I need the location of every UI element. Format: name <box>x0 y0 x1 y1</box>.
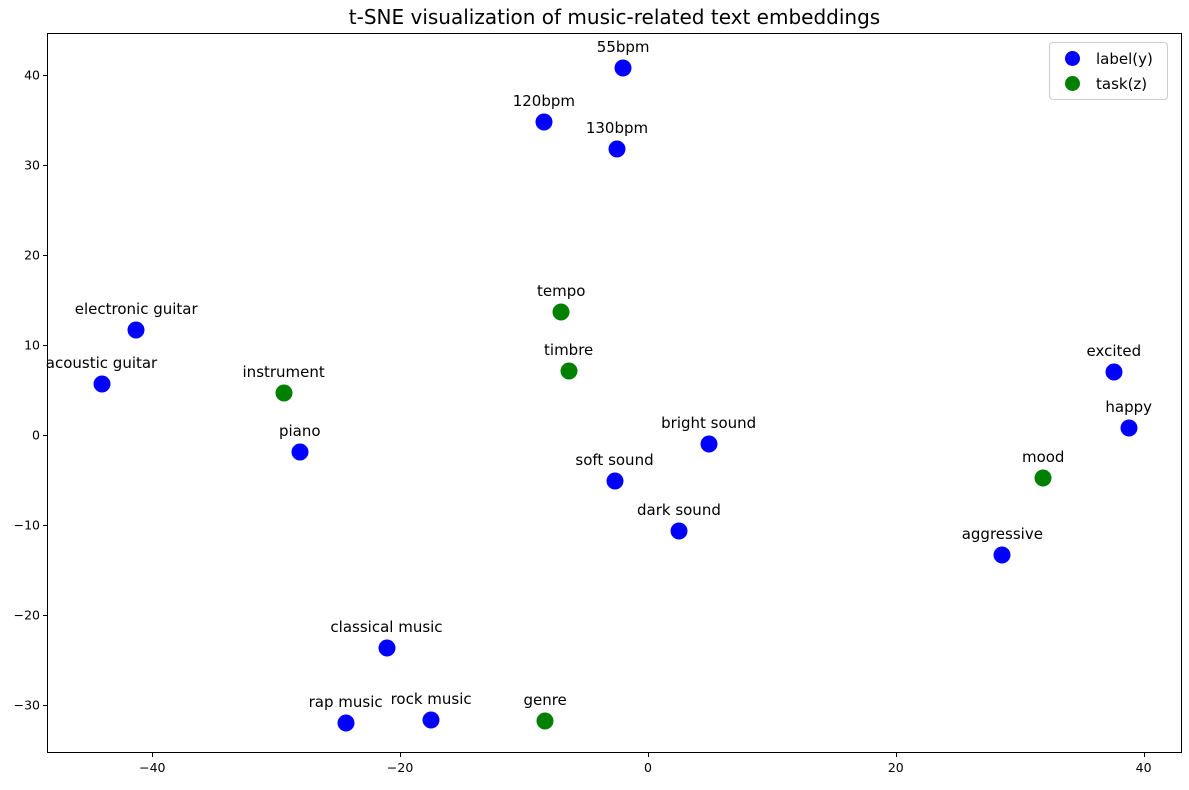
y-tick-mark <box>43 615 47 617</box>
x-tick-label: 20 <box>887 760 904 775</box>
scatter-point <box>127 321 145 339</box>
point-label: excited <box>1086 342 1142 361</box>
scatter-point <box>93 375 111 393</box>
y-tick-label: −20 <box>13 607 40 623</box>
scatter-point <box>275 384 293 402</box>
scatter-point <box>608 140 626 158</box>
point-label: classical music <box>330 617 443 636</box>
x-tick-mark <box>647 753 649 757</box>
point-label: aggressive <box>961 525 1043 543</box>
scatter-point <box>1034 469 1052 487</box>
scatter-point <box>606 472 623 490</box>
point-label: 55bpm <box>596 38 650 57</box>
legend-item-label-y: label(y) <box>1065 50 1167 68</box>
point-label: rock music <box>390 689 472 708</box>
scatter-point <box>560 362 578 380</box>
legend: label(y) task(z) <box>1049 42 1168 100</box>
x-tick-label: −40 <box>139 760 166 775</box>
legend-item-task-z: task(z) <box>1065 75 1167 93</box>
scatter-point <box>993 546 1011 564</box>
scatter-point <box>291 443 309 460</box>
scatter-point <box>1120 419 1138 437</box>
y-tick-mark <box>43 345 47 347</box>
y-tick-label: 10 <box>24 337 40 353</box>
point-label: electronic guitar <box>74 300 198 318</box>
scatter-point <box>552 303 570 321</box>
point-label: tempo <box>537 282 586 300</box>
point-label: bright sound <box>661 414 757 433</box>
point-label: acoustic guitar <box>45 354 158 372</box>
scatter-point <box>670 522 688 540</box>
point-label: 120bpm <box>512 92 576 111</box>
point-label: soft sound <box>575 451 654 470</box>
x-tick-mark <box>1143 753 1145 757</box>
scatter-point <box>378 639 395 657</box>
y-tick-mark <box>43 705 47 707</box>
scatter-point <box>536 712 554 730</box>
y-tick-label: −10 <box>13 517 40 533</box>
x-tick-label: 0 <box>643 760 652 775</box>
x-tick-label: 40 <box>1135 760 1152 775</box>
legend-marker-label-y-icon <box>1065 51 1080 66</box>
point-label: timbre <box>544 341 594 360</box>
y-tick-mark <box>43 75 47 77</box>
y-tick-label: 0 <box>32 427 40 443</box>
point-label: 130bpm <box>585 119 649 138</box>
y-tick-label: −30 <box>13 697 40 713</box>
scatter-point <box>535 113 553 131</box>
y-tick-mark <box>43 255 47 257</box>
point-label: genre <box>523 690 567 709</box>
y-tick-label: 40 <box>24 67 40 83</box>
y-tick-mark <box>43 435 47 437</box>
chart-title: t-SNE visualization of music-related tex… <box>348 5 881 29</box>
scatter-point <box>614 59 632 77</box>
y-tick-mark <box>43 525 47 527</box>
y-tick-label: 30 <box>24 157 40 173</box>
point-label: happy <box>1105 398 1153 417</box>
y-tick-mark <box>43 165 47 167</box>
scatter-point <box>1105 363 1123 381</box>
scatter-point <box>337 714 355 732</box>
point-label: piano <box>278 421 321 440</box>
point-label: rap music <box>308 693 383 712</box>
scatter-point <box>700 435 718 453</box>
legend-label: task(z) <box>1096 74 1148 93</box>
point-label: mood <box>1021 447 1065 466</box>
legend-label: label(y) <box>1096 49 1153 68</box>
point-label: dark sound <box>636 500 721 519</box>
legend-marker-task-z-icon <box>1065 76 1080 91</box>
x-tick-mark <box>895 753 897 757</box>
x-tick-mark <box>152 753 154 757</box>
x-tick-label: −20 <box>386 760 414 775</box>
scatter-point <box>422 711 440 729</box>
y-tick-label: 20 <box>24 247 40 263</box>
x-tick-mark <box>400 753 402 757</box>
point-label: instrument <box>242 363 325 381</box>
